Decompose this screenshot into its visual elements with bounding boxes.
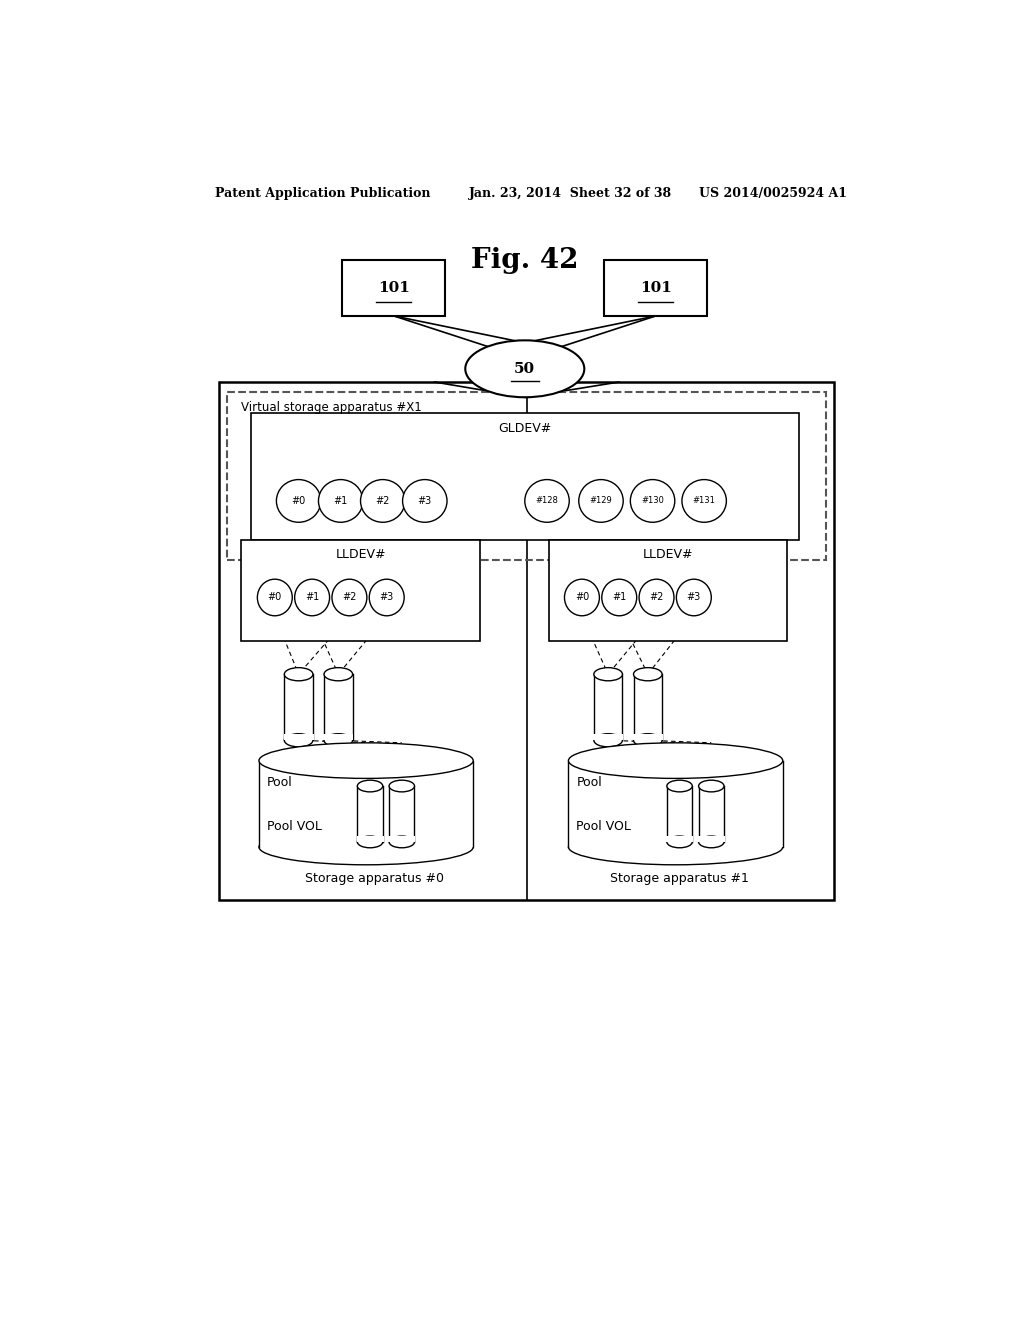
Ellipse shape: [677, 579, 712, 616]
Ellipse shape: [357, 780, 383, 792]
Ellipse shape: [524, 479, 569, 523]
Ellipse shape: [357, 836, 383, 847]
FancyBboxPatch shape: [697, 836, 725, 842]
Text: #0: #0: [574, 593, 589, 602]
Ellipse shape: [698, 780, 724, 792]
Ellipse shape: [259, 743, 473, 779]
Text: Pool VOL: Pool VOL: [267, 820, 322, 833]
Ellipse shape: [602, 579, 637, 616]
FancyBboxPatch shape: [594, 675, 623, 741]
FancyBboxPatch shape: [356, 836, 384, 842]
Text: TPVOL: TPVOL: [630, 751, 666, 762]
FancyBboxPatch shape: [285, 675, 313, 741]
Text: Storage apparatus #0: Storage apparatus #0: [304, 871, 443, 884]
Text: #3: #3: [418, 496, 432, 506]
Text: GLDEV#: GLDEV#: [498, 422, 552, 436]
Text: #2: #2: [342, 593, 356, 602]
Ellipse shape: [639, 579, 674, 616]
Text: #1: #1: [612, 593, 627, 602]
Ellipse shape: [318, 479, 362, 523]
Text: Patent Application Publication: Patent Application Publication: [215, 187, 431, 201]
Text: Pool: Pool: [577, 776, 602, 789]
Ellipse shape: [564, 579, 599, 616]
FancyBboxPatch shape: [284, 734, 313, 741]
Text: Pool: Pool: [267, 776, 293, 789]
FancyBboxPatch shape: [634, 675, 663, 741]
Ellipse shape: [594, 668, 623, 681]
Ellipse shape: [568, 829, 782, 865]
Ellipse shape: [568, 743, 782, 779]
FancyBboxPatch shape: [549, 540, 786, 642]
FancyBboxPatch shape: [242, 540, 479, 642]
Text: #129: #129: [590, 496, 612, 506]
Ellipse shape: [276, 479, 321, 523]
FancyBboxPatch shape: [357, 785, 383, 842]
Ellipse shape: [698, 836, 724, 847]
Ellipse shape: [370, 579, 404, 616]
FancyBboxPatch shape: [219, 381, 835, 900]
FancyBboxPatch shape: [389, 785, 415, 842]
Ellipse shape: [402, 479, 447, 523]
Text: #3: #3: [380, 593, 394, 602]
FancyBboxPatch shape: [633, 734, 663, 741]
Text: US 2014/0025924 A1: US 2014/0025924 A1: [699, 187, 848, 201]
Ellipse shape: [389, 836, 415, 847]
FancyBboxPatch shape: [593, 734, 624, 741]
Text: Virtual storage apparatus #X1: Virtual storage apparatus #X1: [242, 401, 422, 414]
Ellipse shape: [594, 734, 623, 747]
Text: TPVOL: TPVOL: [321, 751, 356, 762]
FancyBboxPatch shape: [604, 260, 708, 315]
Text: #2: #2: [649, 593, 664, 602]
Ellipse shape: [579, 479, 624, 523]
Text: 101: 101: [378, 281, 410, 294]
Ellipse shape: [465, 341, 585, 397]
Text: #0: #0: [267, 593, 282, 602]
Ellipse shape: [295, 579, 330, 616]
Text: Storage apparatus #1: Storage apparatus #1: [610, 871, 749, 884]
Text: #3: #3: [687, 593, 701, 602]
Ellipse shape: [634, 668, 663, 681]
Text: #1: #1: [305, 593, 319, 602]
Ellipse shape: [667, 780, 692, 792]
FancyBboxPatch shape: [666, 836, 693, 842]
FancyBboxPatch shape: [251, 412, 799, 540]
Ellipse shape: [324, 734, 352, 747]
FancyBboxPatch shape: [259, 760, 473, 847]
FancyBboxPatch shape: [568, 760, 782, 847]
Text: #0: #0: [292, 496, 306, 506]
Ellipse shape: [259, 829, 473, 865]
Ellipse shape: [285, 668, 313, 681]
Text: 50: 50: [514, 362, 536, 376]
Text: #128: #128: [536, 496, 558, 506]
Ellipse shape: [257, 579, 292, 616]
Ellipse shape: [285, 734, 313, 747]
Text: #1: #1: [334, 496, 348, 506]
Ellipse shape: [631, 479, 675, 523]
Text: Fig. 42: Fig. 42: [471, 247, 579, 273]
Ellipse shape: [324, 668, 352, 681]
Text: TPVOL: TPVOL: [281, 751, 316, 762]
FancyBboxPatch shape: [388, 836, 416, 842]
FancyBboxPatch shape: [698, 785, 724, 842]
Text: LLDEV#: LLDEV#: [642, 548, 693, 561]
FancyBboxPatch shape: [342, 260, 445, 315]
Ellipse shape: [360, 479, 404, 523]
Text: Pool VOL: Pool VOL: [577, 820, 631, 833]
Text: Jan. 23, 2014  Sheet 32 of 38: Jan. 23, 2014 Sheet 32 of 38: [469, 187, 673, 201]
FancyBboxPatch shape: [324, 675, 352, 741]
FancyBboxPatch shape: [667, 785, 692, 842]
Ellipse shape: [667, 836, 692, 847]
Ellipse shape: [332, 579, 367, 616]
Ellipse shape: [634, 734, 663, 747]
Text: 101: 101: [640, 281, 672, 294]
Ellipse shape: [389, 780, 415, 792]
Text: #2: #2: [376, 496, 390, 506]
FancyBboxPatch shape: [324, 734, 353, 741]
Text: TPVOL: TPVOL: [590, 751, 626, 762]
Text: #131: #131: [692, 496, 716, 506]
Text: LLDEV#: LLDEV#: [335, 548, 386, 561]
Text: #130: #130: [641, 496, 664, 506]
Ellipse shape: [682, 479, 726, 523]
